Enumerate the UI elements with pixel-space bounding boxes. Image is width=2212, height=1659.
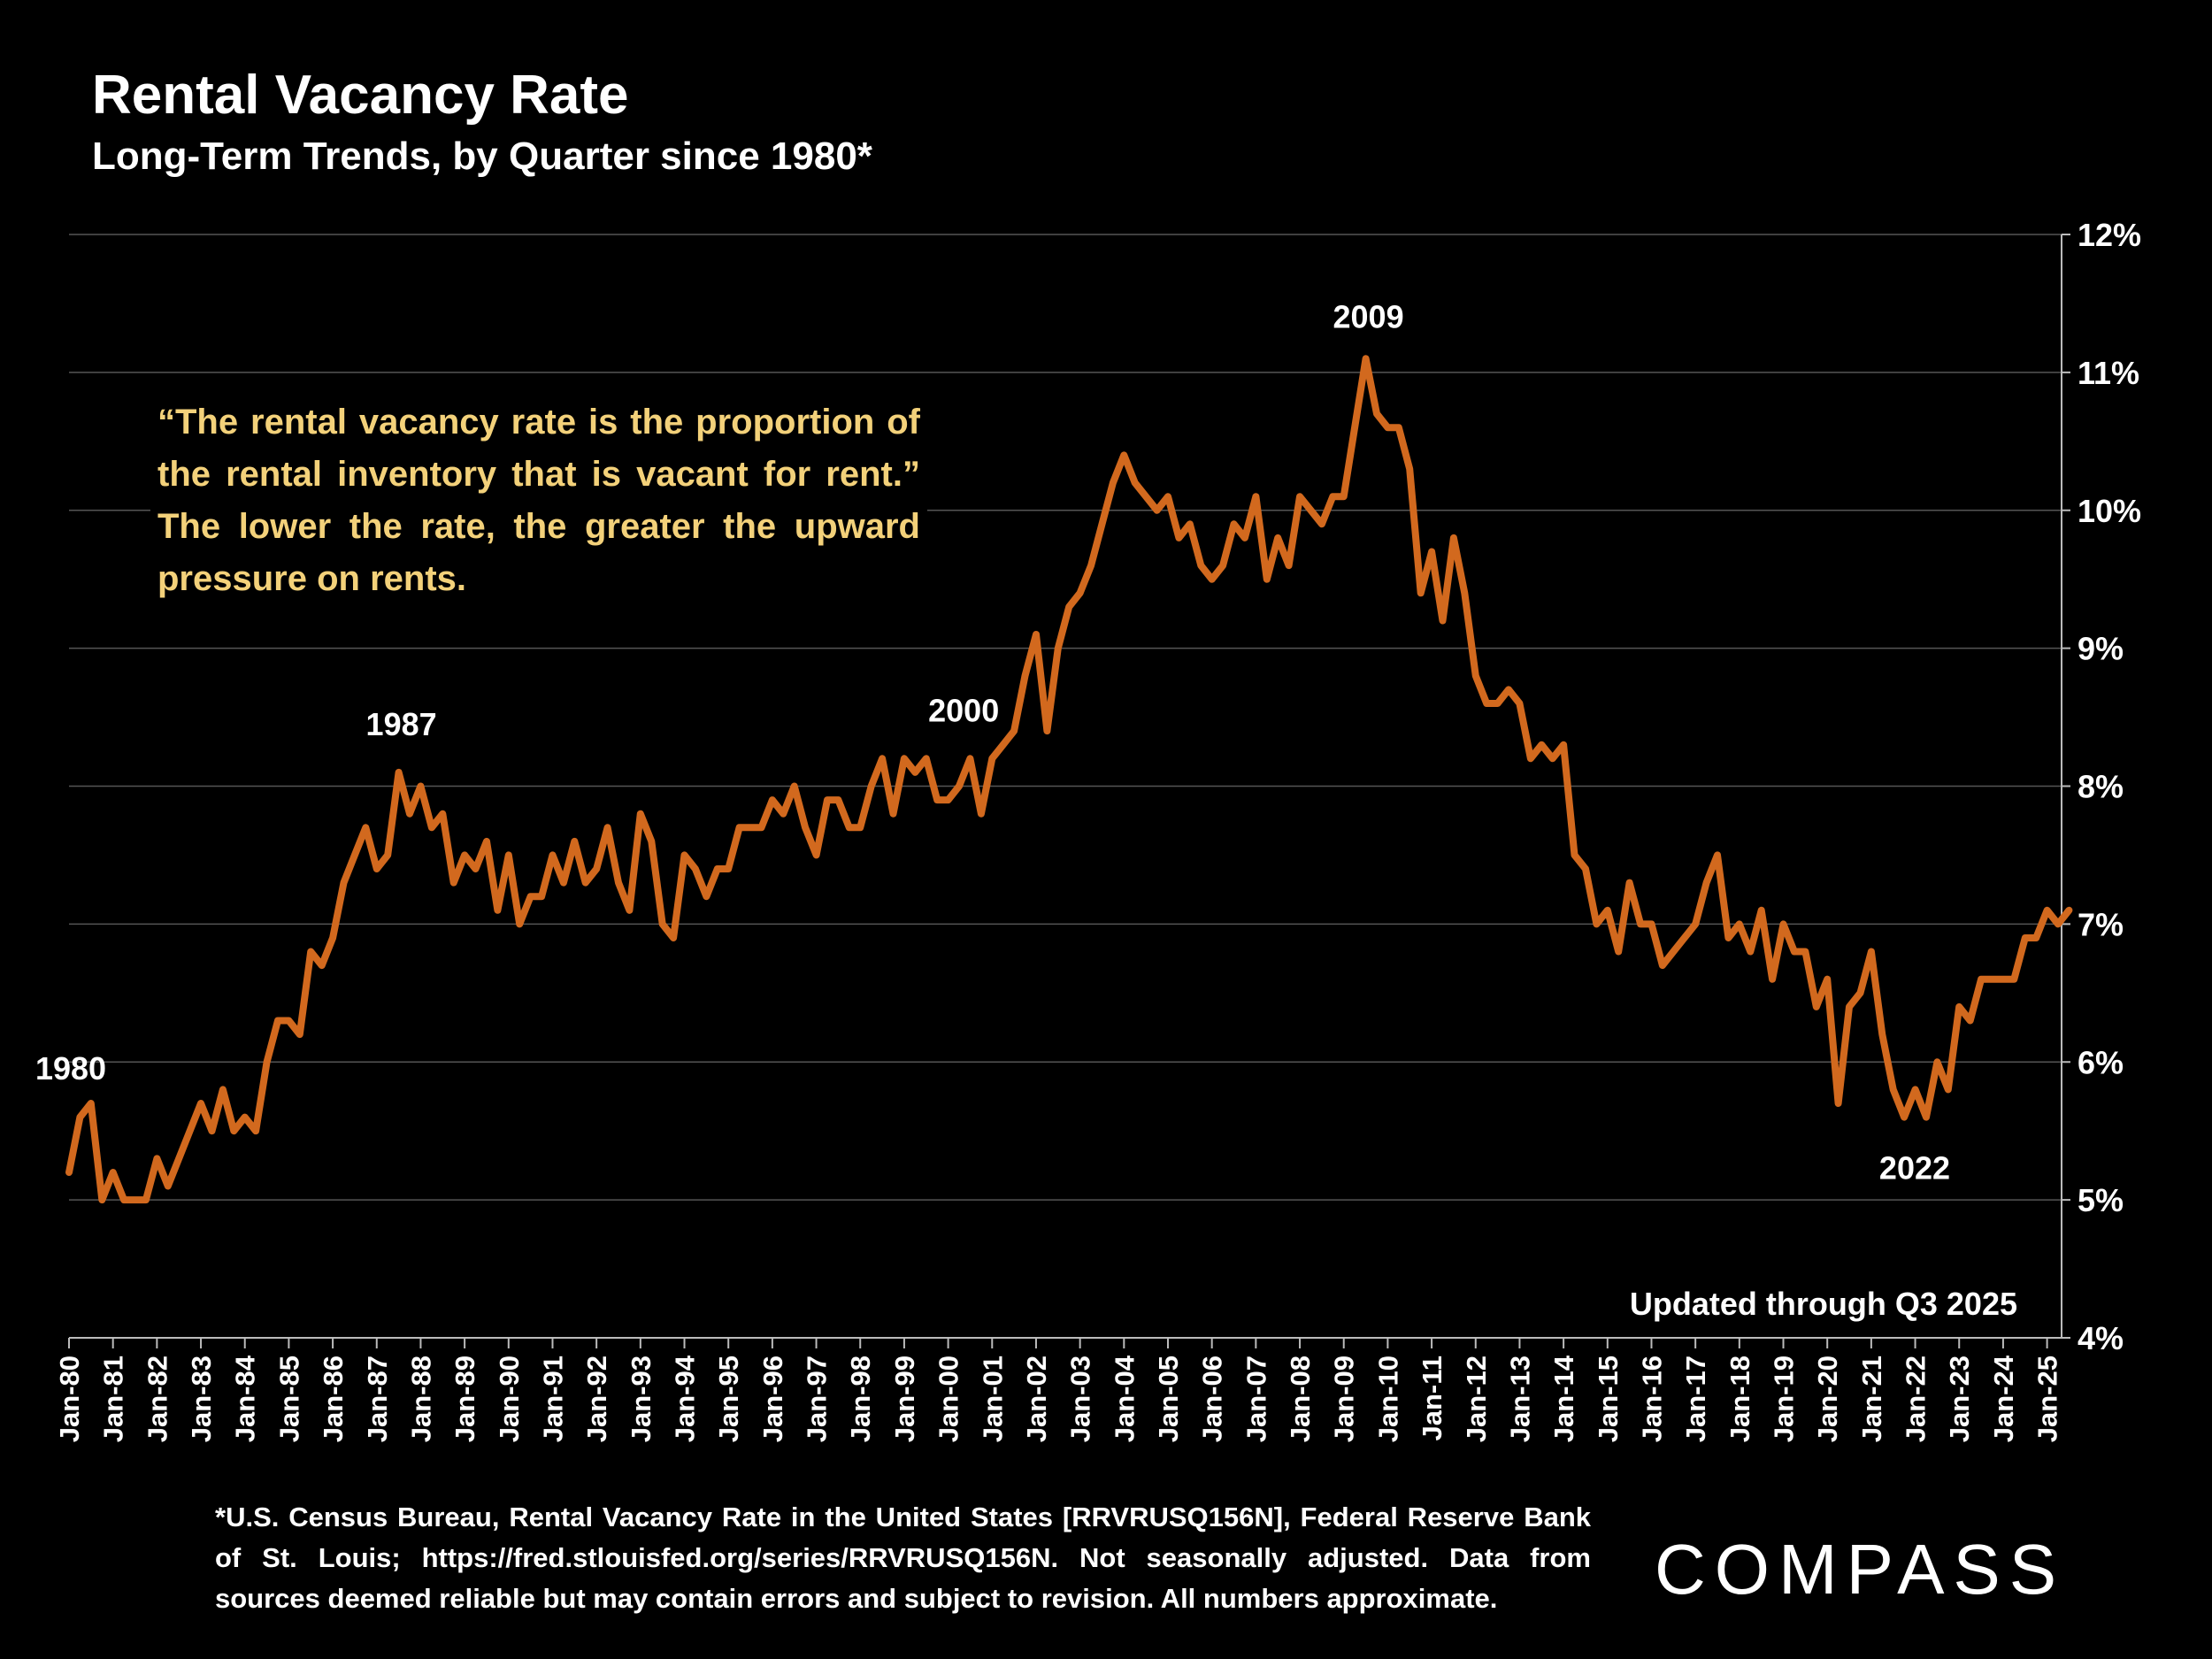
compass-logo: COMPASS [1655,1529,2065,1610]
y-tick-label: 9% [2078,631,2124,667]
x-tick-label: Jan-81 [98,1356,129,1442]
y-tick-label: 7% [2078,906,2124,942]
y-tick-label: 11% [2078,355,2139,391]
definition-quote: “The rental vacancy rate is the proporti… [150,396,927,605]
x-tick-label: Jan-00 [933,1356,964,1442]
updated-note: Updated through Q3 2025 [1630,1286,2017,1322]
x-tick-label: Jan-09 [1329,1356,1360,1442]
chart-title: Rental Vacancy Rate [92,65,629,126]
y-tick-label: 10% [2078,493,2141,529]
x-tick-label: Jan-15 [1593,1356,1624,1442]
x-tick-label: Jan-86 [318,1356,349,1442]
series-layer [65,355,2073,1204]
x-tick-label: Jan-14 [1548,1355,1579,1442]
y-axis-tick-labels: 4% 5% 6% 7% 8% 9% 10% 11% 12% [2078,217,2141,1356]
x-tick-label: Jan-83 [186,1356,217,1442]
x-tick-label: Jan-08 [1285,1356,1316,1442]
x-tick-label: Jan-90 [494,1356,525,1442]
x-tick-label: Jan-97 [802,1356,833,1442]
x-tick-label: Jan-01 [977,1356,1008,1442]
y-tick-label: 5% [2078,1182,2124,1218]
x-tick-label: Jan-13 [1504,1356,1535,1442]
x-tick-label: Jan-19 [1769,1356,1800,1442]
series-line-rental-vacancy-rate [65,355,2073,1204]
annotation-label: 2022 [1879,1150,1950,1187]
x-tick-label: Jan-95 [713,1356,744,1442]
x-tick-label: Jan-89 [449,1356,480,1442]
x-tick-label: Jan-05 [1153,1356,1184,1442]
x-tick-label: Jan-91 [537,1356,568,1442]
y-tick-label: 6% [2078,1044,2124,1080]
y-tick-label: 4% [2078,1320,2124,1356]
annotation-label: 1980 [35,1050,106,1087]
source-footnote: *U.S. Census Bureau, Rental Vacancy Rate… [215,1502,1591,1614]
brand-name: COMPASS [1655,1530,2066,1609]
x-tick-label: Jan-02 [1021,1356,1052,1442]
x-tick-label: Jan-84 [230,1355,261,1442]
x-tick-label: Jan-80 [54,1356,85,1442]
axes [68,234,2070,1348]
x-tick-label: Jan-07 [1240,1356,1271,1442]
x-tick-label: Jan-12 [1461,1356,1492,1442]
y-tick-label: 12% [2078,217,2141,253]
x-tick-label: Jan-10 [1372,1356,1403,1442]
x-tick-label: Jan-96 [757,1356,788,1442]
y-tick-label: 8% [2078,769,2124,805]
x-tick-label: Jan-85 [273,1356,304,1442]
x-tick-label: Jan-87 [362,1356,393,1442]
x-tick-label: Jan-18 [1724,1356,1755,1442]
annotation-label: 2000 [928,692,999,728]
chart-subtitle: Long-Term Trends, by Quarter since 1980* [92,134,872,178]
x-tick-label: Jan-17 [1680,1356,1711,1442]
x-tick-label: Jan-21 [1856,1356,1887,1442]
annotation-label: 1987 [366,706,437,742]
x-tick-label: Jan-06 [1197,1356,1228,1442]
annotation-label: 2009 [1333,298,1404,334]
x-tick-label: Jan-88 [405,1356,436,1442]
x-tick-label: Jan-92 [581,1356,612,1442]
x-axis-tick-labels: Jan-80 Jan-81 Jan-82 Jan-83 Jan-84 Jan-85 Jan-… [54,1355,2063,1442]
x-tick-label: Jan-22 [1901,1356,1932,1442]
x-tick-label: Jan-03 [1065,1356,1096,1442]
x-tick-label: Jan-93 [626,1356,657,1442]
x-tick-label: Jan-11 [1417,1356,1448,1441]
x-tick-label: Jan-04 [1109,1355,1140,1442]
x-tick-label: Jan-98 [845,1356,876,1442]
x-tick-label: Jan-16 [1636,1356,1667,1442]
x-tick-label: Jan-20 [1812,1356,1843,1442]
x-tick-label: Jan-24 [1988,1355,2019,1442]
x-tick-label: Jan-94 [670,1355,701,1442]
x-tick-label: Jan-25 [2032,1356,2063,1442]
x-tick-label: Jan-99 [889,1356,920,1442]
x-tick-label: Jan-23 [1944,1356,1975,1442]
x-tick-label: Jan-82 [142,1356,173,1442]
annotations: 1980 1987 2000 2009 2022 [35,298,1950,1186]
